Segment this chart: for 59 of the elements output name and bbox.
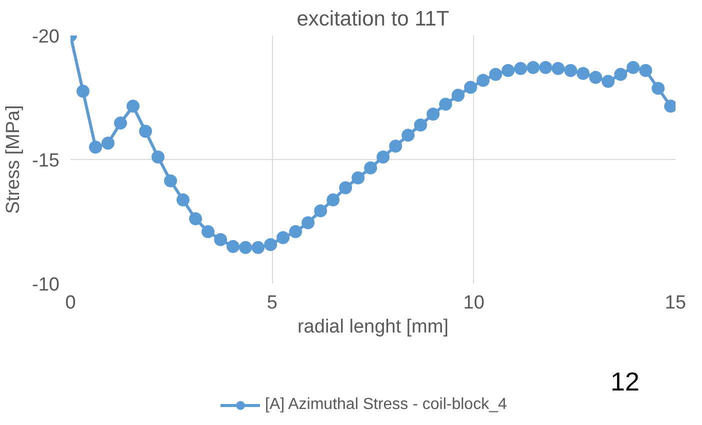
point (652, 82, 665, 95)
point (152, 150, 165, 164)
point (489, 68, 502, 81)
point (502, 64, 515, 77)
point (364, 161, 378, 174)
point (289, 225, 302, 238)
point (402, 128, 415, 142)
point (202, 225, 215, 238)
point (352, 171, 365, 184)
point (214, 233, 228, 246)
point (439, 98, 452, 111)
point (164, 174, 178, 188)
point (314, 204, 328, 218)
point (376, 150, 390, 164)
y-axis-title: Stress [MPa] (3, 105, 24, 214)
point (102, 136, 115, 150)
x-axis-title: radial lenght [mm] (297, 316, 449, 338)
x-tick-label: 0 (65, 292, 76, 314)
point (514, 62, 528, 75)
point (576, 66, 590, 80)
x-tick-label: 5 (266, 292, 278, 314)
point (552, 62, 565, 75)
point (626, 61, 640, 74)
point (614, 68, 628, 81)
point (639, 64, 652, 77)
chart-title: excitation to 11T (296, 8, 450, 30)
point (602, 74, 615, 88)
y-tick-label: -20 (32, 26, 60, 48)
point (589, 70, 602, 84)
point (414, 118, 428, 132)
point (189, 212, 202, 226)
point (302, 216, 315, 230)
point (452, 88, 465, 102)
point (526, 61, 540, 74)
point (114, 116, 128, 130)
point (76, 84, 90, 98)
y-tick-label: -15 (32, 150, 60, 172)
point (464, 80, 478, 94)
text: 12 (610, 366, 640, 396)
point (176, 193, 190, 206)
point (339, 181, 352, 194)
point (252, 241, 265, 254)
x-tick-label: 15 (664, 292, 686, 314)
point (239, 241, 252, 254)
point (476, 74, 490, 87)
point (389, 140, 402, 153)
point (539, 61, 552, 74)
y-tick-label: -10 (32, 274, 60, 296)
point (564, 64, 578, 77)
point (426, 108, 440, 121)
legend-label: [A] Azimuthal Stress - coil-block_4 (265, 396, 507, 414)
point (276, 231, 290, 244)
point (226, 240, 240, 254)
point (89, 140, 102, 154)
point (126, 100, 140, 113)
point (139, 124, 152, 138)
point (264, 238, 278, 252)
x-tick-label: 10 (463, 292, 484, 314)
point (326, 193, 340, 206)
